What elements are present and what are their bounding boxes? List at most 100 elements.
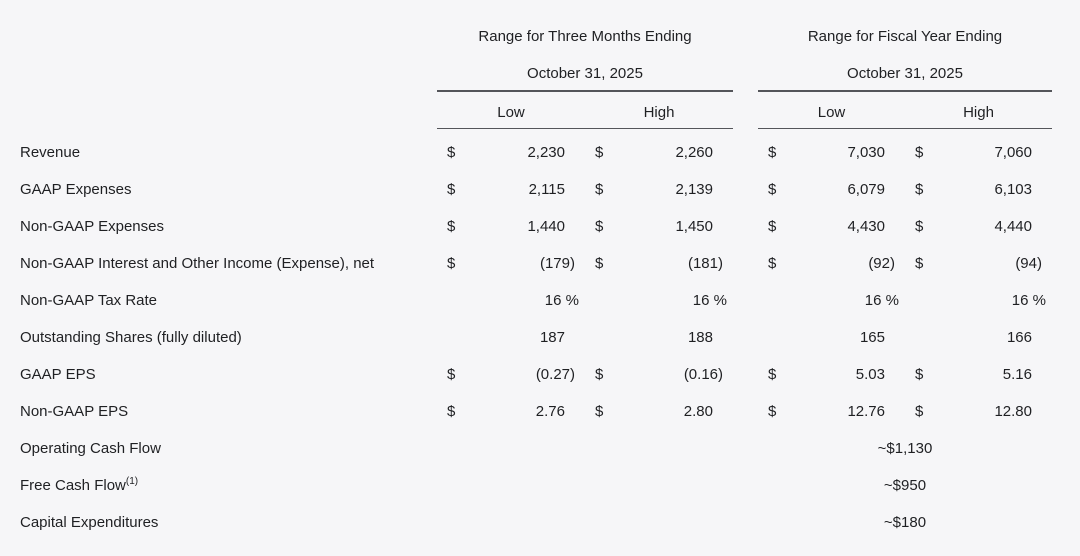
value-high: 5.16 [1002,366,1032,383]
row-label: Capital Expenditures [20,514,437,531]
subcolumn-labels: Low High [437,104,733,122]
three-months-values: 187 188 [437,329,733,346]
value-low: 187 [539,329,565,346]
column-label-high: High [643,103,675,121]
header-rule [437,127,733,129]
currency-symbol: $ [915,218,924,235]
value-low: 7,030 [847,144,885,161]
fiscal-year-values: ~$1,130 [758,440,1052,457]
currency-symbol: $ [768,181,777,198]
value-low: 2,230 [527,144,565,161]
value-low: (92) [868,255,895,272]
row-label: Operating Cash Flow [20,440,437,457]
currency-symbol: $ [915,403,924,420]
currency-symbol: $ [447,255,456,272]
table-row: Non-GAAP EPS $ 2.76 $ 2.80 $ 12.76 $ 12.… [20,393,1052,430]
row-label-text: GAAP Expenses [20,181,132,198]
value-high: 4,440 [994,218,1032,235]
value-low: 4,430 [847,218,885,235]
row-label: Non-GAAP EPS [20,403,437,420]
value-low: 6,079 [847,181,885,198]
row-label: Non-GAAP Interest and Other Income (Expe… [20,255,437,272]
three-months-values: $ 2.76 $ 2.80 [437,403,733,420]
fiscal-year-values: ~$180 [758,514,1052,531]
value-annual-estimate: ~$180 [883,514,927,531]
group-title: Range for Fiscal Year Ending [807,28,1003,45]
subcolumn-labels: Low High [758,104,1052,122]
fiscal-year-values: $ (92) $ (94) [758,255,1052,272]
currency-symbol: $ [915,181,924,198]
row-label-text: Free Cash Flow [20,477,126,494]
table-row: Outstanding Shares (fully diluted) 187 1… [20,319,1052,356]
value-low: (0.27) [535,366,575,383]
row-label: Free Cash Flow(1) [20,477,437,495]
currency-symbol: $ [915,255,924,272]
value-high: 16 % [1011,292,1046,309]
currency-symbol: $ [595,144,604,161]
fiscal-year-values: $ 5.03 $ 5.16 [758,366,1052,383]
currency-symbol: $ [768,403,777,420]
value-high: (94) [1015,255,1042,272]
value-high: (181) [687,255,723,272]
value-high: 6,103 [994,181,1032,198]
column-label-low: Low [817,103,846,121]
row-label: Outstanding Shares (fully diluted) [20,329,437,346]
currency-symbol: $ [447,144,456,161]
value-annual-estimate: ~$1,130 [877,440,933,457]
value-high: 166 [1006,329,1032,346]
fiscal-year-values: 16 % 16 % [758,292,1052,309]
value-low: 165 [859,329,885,346]
value-high: 2,260 [675,144,713,161]
value-high: 2,139 [675,181,713,198]
value-high: 7,060 [994,144,1032,161]
three-months-values: $ 2,230 $ 2,260 [437,144,733,161]
header-rule [758,90,1052,92]
currency-symbol: $ [595,181,604,198]
label-column-spacer [20,28,437,129]
value-high: 12.80 [994,403,1032,420]
table-body: Revenue $ 2,230 $ 2,260 $ 7,030 $ 7,060 … [20,134,1052,541]
value-low: 1,440 [527,218,565,235]
financial-guidance-table: Range for Three Months Ending October 31… [20,28,1052,541]
table-row: Revenue $ 2,230 $ 2,260 $ 7,030 $ 7,060 [20,134,1052,171]
row-label-text: Non-GAAP Tax Rate [20,292,158,309]
table-row: Operating Cash Flow ~$1,130 [20,430,1052,467]
row-label: GAAP Expenses [20,181,437,198]
table-row: Non-GAAP Tax Rate 16 % 16 % 16 % 16 % [20,282,1052,319]
currency-symbol: $ [768,144,777,161]
group-header-fiscal-year: Range for Fiscal Year Ending October 31,… [758,28,1052,129]
table-row: Capital Expenditures ~$180 [20,504,1052,541]
header-rule [758,127,1052,129]
currency-symbol: $ [915,366,924,383]
currency-symbol: $ [768,366,777,383]
currency-symbol: $ [447,403,456,420]
three-months-values: $ 1,440 $ 1,450 [437,218,733,235]
column-label-low: Low [497,103,525,121]
row-label: Non-GAAP Expenses [20,218,437,235]
fiscal-year-values: $ 7,030 $ 7,060 [758,144,1052,161]
value-low: (179) [539,255,575,272]
row-label-text: Revenue [20,144,81,161]
three-months-values: 16 % 16 % [437,292,733,309]
currency-symbol: $ [595,403,604,420]
three-months-values: $ 2,115 $ 2,139 [437,181,733,198]
value-low: 16 % [544,292,579,309]
group-title: Range for Three Months Ending [478,28,692,45]
fiscal-year-values: ~$950 [758,477,1052,494]
fiscal-year-values: 165 166 [758,329,1052,346]
column-label-high: High [963,103,994,121]
table-row: GAAP Expenses $ 2,115 $ 2,139 $ 6,079 $ … [20,171,1052,208]
value-low: 2.76 [535,403,565,420]
currency-symbol: $ [595,218,604,235]
group-date: October 31, 2025 [847,65,963,82]
value-low: 16 % [864,292,899,309]
group-header-three-months: Range for Three Months Ending October 31… [437,28,733,129]
table-row: Non-GAAP Expenses $ 1,440 $ 1,450 $ 4,43… [20,208,1052,245]
fiscal-year-values: $ 6,079 $ 6,103 [758,181,1052,198]
currency-symbol: $ [595,255,604,272]
row-label-text: Non-GAAP EPS [20,403,129,420]
table-row: Non-GAAP Interest and Other Income (Expe… [20,245,1052,282]
row-label-text: Capital Expenditures [20,514,159,531]
value-low: 12.76 [847,403,885,420]
three-months-values: $ (179) $ (181) [437,255,733,272]
